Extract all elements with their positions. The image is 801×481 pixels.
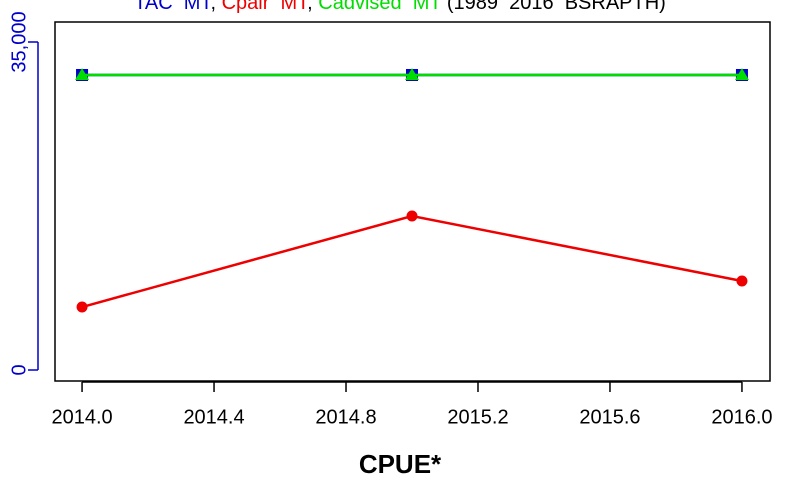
point bbox=[736, 275, 748, 287]
title-part: , bbox=[307, 0, 318, 14]
x-tick-label: 2016.0 bbox=[711, 406, 772, 428]
y-tick-label: 0 bbox=[8, 364, 30, 375]
title-part: TAC MT bbox=[134, 0, 212, 14]
title-part: (1989 2016 BSRAPTH) bbox=[441, 0, 666, 14]
x-axis-label: CPUE* bbox=[359, 449, 442, 479]
point bbox=[406, 210, 418, 222]
x-tick-label: 2014.0 bbox=[51, 406, 112, 428]
point bbox=[75, 67, 90, 80]
chart-title: TAC MT, Cpair MT, Cadvised MT (1989 2016… bbox=[134, 0, 666, 14]
y-tick-label: 35,000 bbox=[8, 11, 30, 72]
x-tick-label: 2015.2 bbox=[447, 406, 508, 428]
title-part: Cpair MT bbox=[222, 0, 310, 14]
x-tick-label: 2014.4 bbox=[183, 406, 244, 428]
point bbox=[76, 301, 88, 313]
point bbox=[405, 67, 420, 80]
title-part: Cadvised MT bbox=[318, 0, 441, 14]
x-tick-label: 2014.8 bbox=[315, 406, 376, 428]
x-tick-label: 2015.6 bbox=[579, 406, 640, 428]
plot-box bbox=[54, 21, 771, 382]
point bbox=[734, 67, 749, 80]
series-line bbox=[81, 214, 743, 309]
title-part: , bbox=[210, 0, 221, 14]
